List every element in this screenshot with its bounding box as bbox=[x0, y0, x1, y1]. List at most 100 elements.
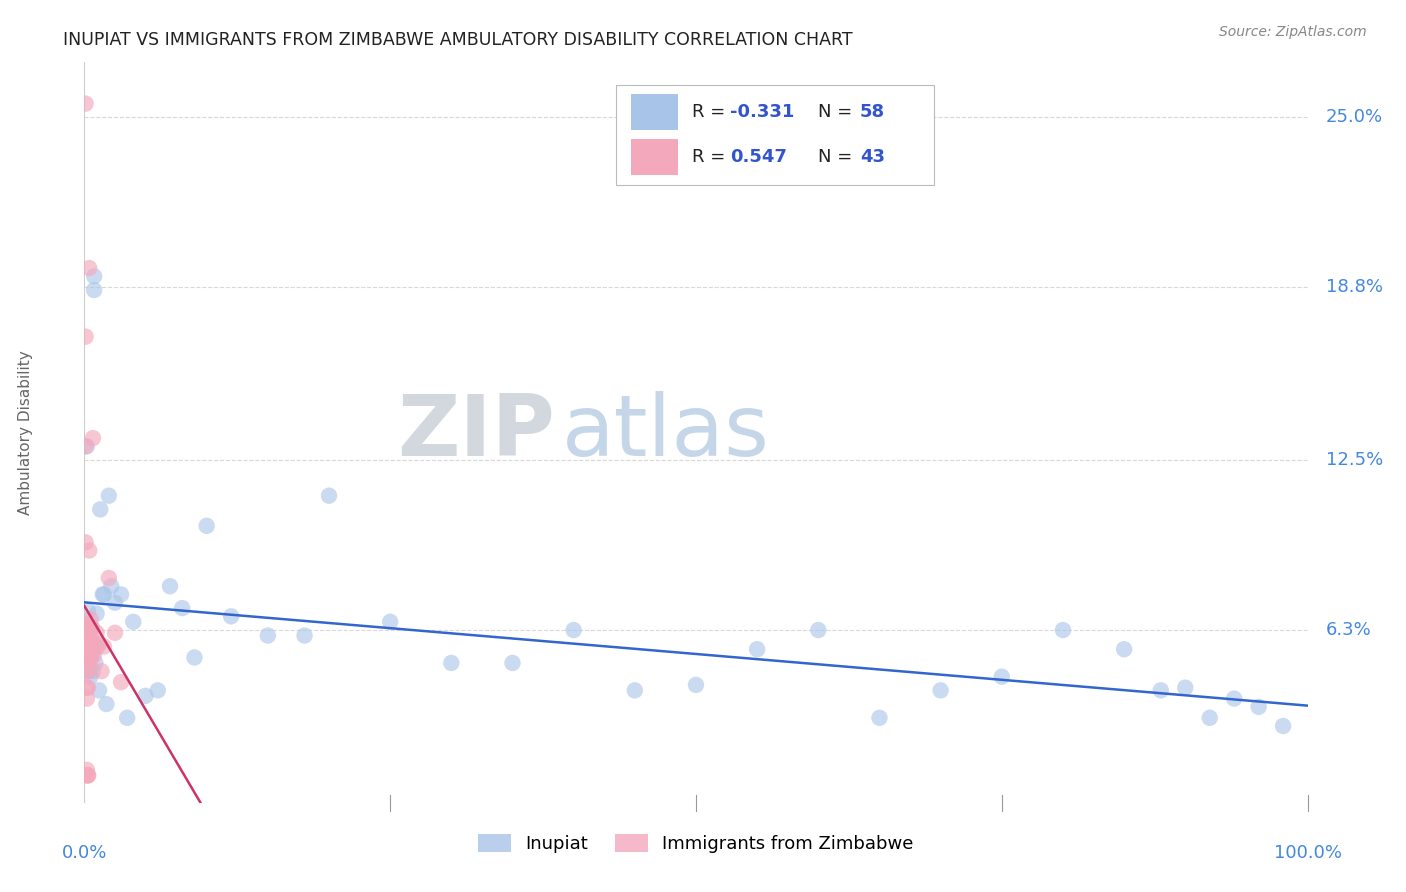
Text: 18.8%: 18.8% bbox=[1326, 278, 1384, 296]
Point bbox=[82, 664, 104, 678]
Text: ZIP: ZIP bbox=[398, 391, 555, 475]
Point bbox=[79, 637, 101, 651]
Point bbox=[82, 645, 104, 659]
Point bbox=[100, 579, 122, 593]
Point bbox=[869, 711, 891, 725]
Point bbox=[97, 489, 120, 503]
Point bbox=[77, 664, 100, 678]
Text: 43: 43 bbox=[860, 148, 884, 166]
Point bbox=[83, 269, 105, 284]
Text: atlas: atlas bbox=[561, 391, 769, 475]
Point bbox=[75, 645, 97, 659]
Point bbox=[77, 653, 100, 667]
Point bbox=[75, 535, 97, 549]
Point bbox=[257, 628, 280, 642]
Point bbox=[83, 648, 105, 662]
Point bbox=[440, 656, 463, 670]
Point bbox=[76, 645, 98, 659]
Point bbox=[76, 664, 98, 678]
Point bbox=[84, 656, 107, 670]
Point bbox=[77, 768, 100, 782]
Text: N =: N = bbox=[818, 103, 858, 120]
Point bbox=[624, 683, 647, 698]
Point bbox=[1150, 683, 1173, 698]
Point bbox=[1174, 681, 1197, 695]
Point bbox=[77, 261, 100, 276]
Point bbox=[1272, 719, 1295, 733]
Text: INUPIAT VS IMMIGRANTS FROM ZIMBABWE AMBULATORY DISABILITY CORRELATION CHART: INUPIAT VS IMMIGRANTS FROM ZIMBABWE AMBU… bbox=[63, 31, 853, 49]
Legend: Inupiat, Immigrants from Zimbabwe: Inupiat, Immigrants from Zimbabwe bbox=[471, 827, 921, 861]
Point bbox=[80, 620, 103, 634]
Point bbox=[76, 653, 98, 667]
Text: 58: 58 bbox=[860, 103, 884, 120]
Point bbox=[82, 431, 104, 445]
Point bbox=[747, 642, 769, 657]
Point bbox=[76, 681, 98, 695]
Text: N =: N = bbox=[818, 148, 858, 166]
Point bbox=[93, 587, 115, 601]
Point bbox=[146, 683, 169, 698]
Point bbox=[685, 678, 707, 692]
Point bbox=[77, 653, 100, 667]
Point bbox=[76, 768, 98, 782]
Point bbox=[91, 587, 114, 601]
Point bbox=[294, 628, 316, 642]
Point bbox=[87, 640, 110, 654]
Point bbox=[77, 625, 100, 640]
Point bbox=[77, 543, 100, 558]
Text: 0.547: 0.547 bbox=[730, 148, 787, 166]
Point bbox=[96, 697, 118, 711]
Point bbox=[110, 587, 132, 601]
Point bbox=[84, 640, 107, 654]
Point bbox=[929, 683, 952, 698]
FancyBboxPatch shape bbox=[631, 94, 678, 129]
Point bbox=[195, 519, 218, 533]
Point bbox=[76, 632, 98, 646]
Point bbox=[87, 683, 110, 698]
Point bbox=[122, 615, 145, 629]
Point bbox=[79, 653, 101, 667]
Point bbox=[77, 632, 100, 646]
Point bbox=[562, 623, 585, 637]
Point bbox=[115, 711, 138, 725]
Point bbox=[93, 640, 115, 654]
Point bbox=[86, 625, 108, 640]
Point bbox=[83, 283, 105, 297]
Point bbox=[77, 642, 100, 657]
Text: R =: R = bbox=[692, 148, 731, 166]
Text: 100.0%: 100.0% bbox=[1274, 844, 1341, 862]
Point bbox=[79, 670, 101, 684]
Point bbox=[80, 634, 103, 648]
Point bbox=[380, 615, 402, 629]
Point bbox=[80, 620, 103, 634]
Point bbox=[77, 664, 100, 678]
Point bbox=[318, 489, 340, 503]
Point bbox=[1052, 623, 1074, 637]
Text: Ambulatory Disability: Ambulatory Disability bbox=[18, 351, 34, 515]
Point bbox=[104, 625, 127, 640]
Point bbox=[76, 637, 98, 651]
Point bbox=[219, 609, 242, 624]
FancyBboxPatch shape bbox=[631, 139, 678, 175]
Point bbox=[76, 439, 98, 453]
Point bbox=[87, 637, 110, 651]
Point bbox=[1114, 642, 1136, 657]
Point bbox=[1223, 691, 1246, 706]
Text: R =: R = bbox=[692, 103, 731, 120]
Point bbox=[110, 675, 132, 690]
Text: 12.5%: 12.5% bbox=[1326, 451, 1384, 469]
Point bbox=[135, 689, 157, 703]
Point bbox=[75, 617, 97, 632]
Point bbox=[86, 607, 108, 621]
Point bbox=[75, 329, 97, 343]
Point bbox=[77, 617, 100, 632]
Point bbox=[183, 650, 205, 665]
Point bbox=[77, 604, 100, 618]
Text: Source: ZipAtlas.com: Source: ZipAtlas.com bbox=[1219, 25, 1367, 39]
Point bbox=[159, 579, 181, 593]
Text: -0.331: -0.331 bbox=[730, 103, 794, 120]
Point bbox=[75, 439, 97, 453]
Point bbox=[75, 96, 97, 111]
Point bbox=[77, 637, 100, 651]
Point bbox=[79, 650, 101, 665]
